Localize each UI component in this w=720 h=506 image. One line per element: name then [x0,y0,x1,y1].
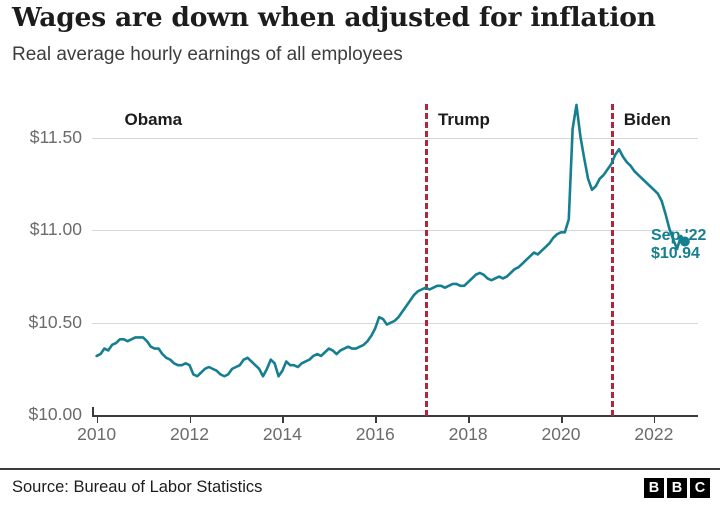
bbc-logo-letter-1: B [644,478,664,498]
x-axis-line [92,415,698,417]
x-axis-tick-label: 2020 [541,424,581,444]
x-axis-tick-mark [96,415,99,423]
region-label-biden: Biden [623,110,671,129]
y-axis-tick-label: $10.50 [28,311,82,332]
x-axis-tick-label: 2018 [448,424,488,444]
x-axis-tick-label: 2012 [170,424,209,444]
region-label-obama: Obama [124,110,183,129]
source-note: Source: Bureau of Labor Statistics [12,478,263,496]
x-axis-tick-label: 2022 [634,424,674,444]
series-line [95,103,687,378]
endpoint-marker-dot [679,236,690,247]
gridline [92,322,698,324]
plot-area: $10.00 $10.50 $11.00 $11.50 2010 2012 2014 2016… [28,103,698,444]
event-marker-line-biden [611,104,615,416]
x-axis-tick-label: 2014 [262,424,302,444]
bbc-logo-letter-2: B [667,478,687,498]
gridline [92,138,698,140]
gridline [92,230,698,232]
y-axis-tick-label: $11.00 [29,219,82,240]
x-axis-tick-mark [653,415,656,423]
x-axis-tick-mark [282,415,284,423]
region-label-trump: Trump [437,110,490,129]
chart-subtitle: Real average hourly earnings of all empl… [12,44,403,65]
series-layer [95,103,690,378]
y-axis-cap [92,407,94,416]
x-axis-tick-label: 2010 [77,424,117,444]
endpoint-value-label: $10.94 [651,244,700,262]
endpoint-date-label: Sep '22 [651,227,707,244]
y-axis-tick-label: $11.50 [29,127,82,148]
bbc-logo-letter-3: C [690,478,710,498]
event-marker-line-trump [425,104,429,416]
footer-divider [0,468,720,470]
page-title: Wages are down when adjusted for inflati… [12,2,656,33]
x-axis-tick-label: 2016 [355,424,395,444]
x-axis-tick-mark [375,415,377,423]
x-axis-tick-mark [468,415,470,423]
x-axis-tick-mark [189,415,192,423]
y-axis-tick-label: $10.00 [28,404,82,424]
endpoint-annotation: Sep '22 $10.94 [651,227,706,263]
x-axis-tick-mark [561,415,563,423]
